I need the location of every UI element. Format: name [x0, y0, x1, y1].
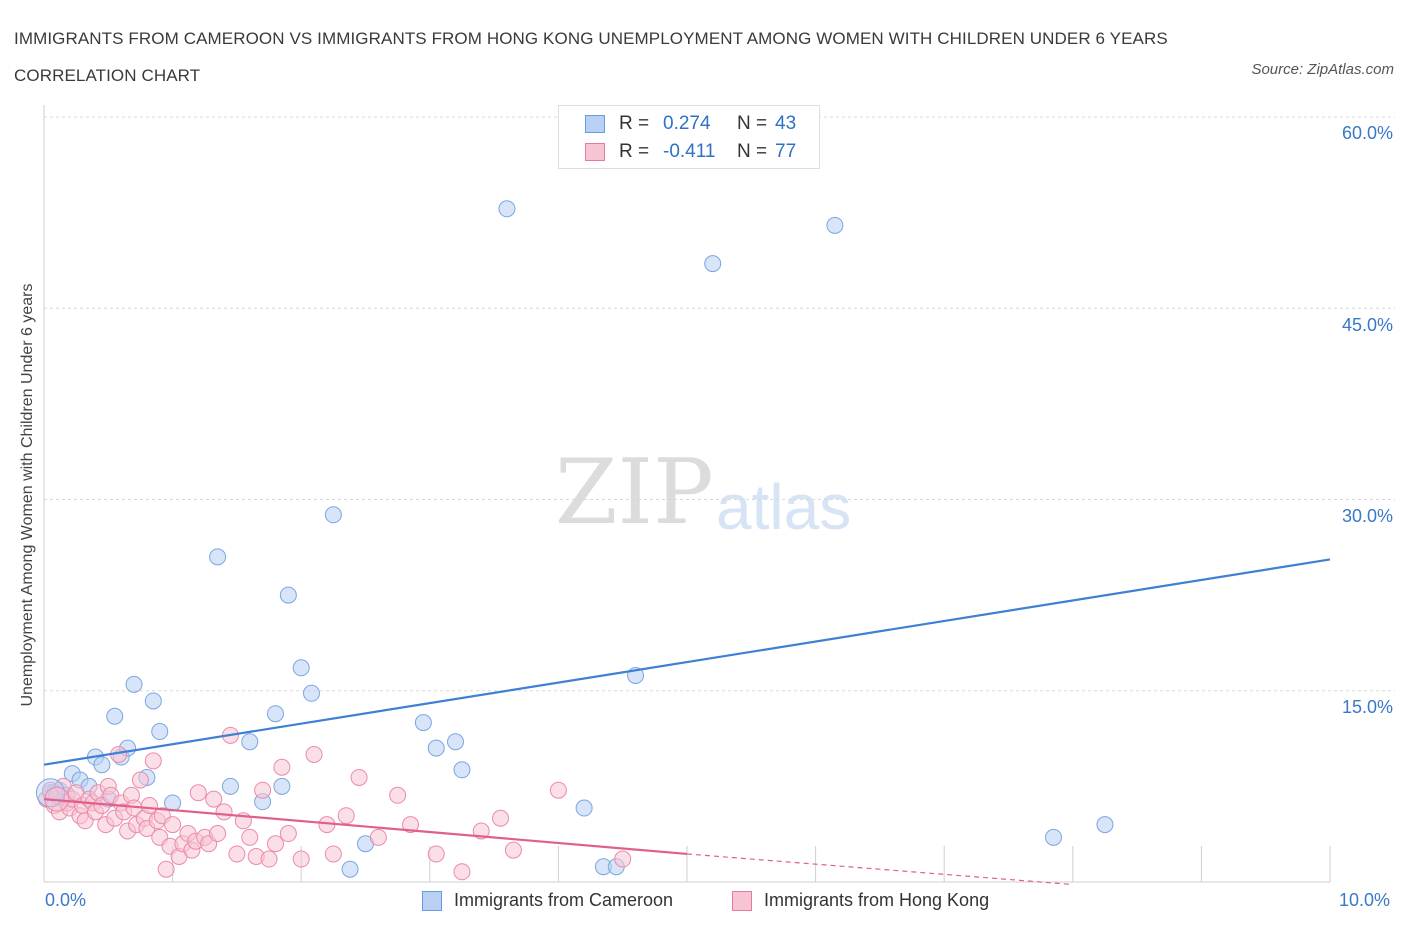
source-label: Source: ZipAtlas.com — [1251, 61, 1394, 78]
data-point — [302, 684, 320, 702]
legend-n-value: 77 — [775, 141, 797, 162]
data-point — [453, 761, 471, 779]
trend-line — [43, 558, 1331, 766]
data-point — [279, 825, 297, 843]
data-point — [402, 816, 420, 834]
data-point — [337, 807, 355, 825]
data-point — [704, 255, 722, 273]
data-point — [1096, 816, 1114, 834]
y-tick-label: 60.0% — [1341, 123, 1393, 143]
data-point — [205, 790, 223, 808]
bottom-legend-swatch-hongkong — [732, 890, 752, 911]
data-point — [209, 548, 227, 566]
data-point — [209, 825, 227, 843]
data-point — [93, 756, 111, 774]
data-point — [125, 675, 143, 693]
data-point — [151, 723, 169, 741]
y-tick-label: 15.0% — [1341, 697, 1393, 717]
legend-row-cameroon: R = 0.274 N = 43 — [585, 111, 796, 137]
data-point — [414, 714, 432, 732]
data-point — [273, 777, 291, 795]
data-point — [221, 777, 239, 795]
legend-n-label: N = — [737, 141, 768, 162]
legend-n-label: N = — [737, 113, 768, 134]
bottom-legend-label: Immigrants from Hong Kong — [764, 890, 990, 910]
x-tick-label: 0.0% — [45, 890, 87, 910]
data-point — [427, 739, 445, 757]
data-point — [305, 746, 323, 763]
y-tick-label: 30.0% — [1341, 506, 1393, 526]
data-point — [279, 586, 297, 604]
data-point — [273, 758, 291, 776]
data-point — [144, 752, 162, 770]
data-point — [140, 797, 158, 814]
bottom-legend-label: Immigrants from Cameroon — [454, 890, 674, 910]
data-point — [826, 216, 844, 234]
data-point — [447, 733, 465, 751]
data-point — [575, 799, 593, 817]
bottom-legend: Immigrants from Cameroon Immigrants from… — [0, 890, 1406, 916]
legend-swatch-cameroon — [585, 115, 605, 133]
bottom-legend-swatch-cameroon — [422, 890, 442, 911]
legend-n-value: 43 — [775, 113, 797, 134]
legend: R = 0.274 N = 43 R = -0.411 N = 77 — [558, 105, 820, 169]
data-point — [228, 845, 246, 863]
legend-r-value: -0.411 — [663, 141, 716, 162]
data-point — [266, 705, 284, 723]
data-point — [492, 809, 510, 827]
data-point — [292, 659, 310, 677]
bottom-legend-hongkong: Immigrants from Hong Kong — [732, 890, 989, 911]
data-point — [549, 781, 567, 799]
data-point — [241, 828, 259, 846]
data-point — [427, 845, 445, 863]
data-point — [215, 803, 233, 821]
data-point — [189, 784, 207, 802]
data-point — [164, 816, 182, 834]
legend-row-hongkong: R = -0.411 N = 77 — [585, 139, 796, 165]
data-point — [131, 771, 149, 789]
legend-r-value: 0.274 — [663, 113, 711, 134]
data-point — [614, 850, 632, 868]
data-point — [266, 835, 284, 853]
data-point — [1045, 828, 1063, 846]
watermark-zip: ZIP — [555, 440, 714, 545]
data-point — [350, 768, 368, 786]
chart-title: IMMIGRANTS FROM CAMEROON VS IMMIGRANTS F… — [14, 29, 1168, 85]
data-point — [292, 850, 310, 868]
watermark-atlas: atlas — [716, 471, 852, 543]
trend-line-dashed — [686, 853, 1073, 886]
data-point — [106, 707, 124, 725]
legend-swatch-hongkong — [585, 143, 605, 161]
y-tick-label: 45.0% — [1341, 315, 1393, 335]
data-point — [498, 200, 516, 218]
data-point — [341, 860, 359, 878]
data-point — [324, 845, 342, 863]
data-point — [254, 781, 272, 799]
data-point — [260, 850, 278, 868]
data-point — [389, 786, 407, 804]
legend-r-label: R = — [619, 141, 650, 162]
x-tick-label: 10.0% — [1339, 890, 1391, 910]
data-point — [369, 828, 387, 846]
data-point — [453, 863, 471, 881]
data-point — [504, 841, 522, 859]
bottom-legend-cameroon: Immigrants from Cameroon — [422, 890, 673, 911]
legend-r-label: R = — [619, 113, 650, 134]
trend-line — [43, 798, 688, 856]
data-point — [144, 692, 162, 710]
data-point — [241, 733, 259, 751]
data-point — [324, 506, 342, 524]
data-point — [157, 860, 175, 878]
